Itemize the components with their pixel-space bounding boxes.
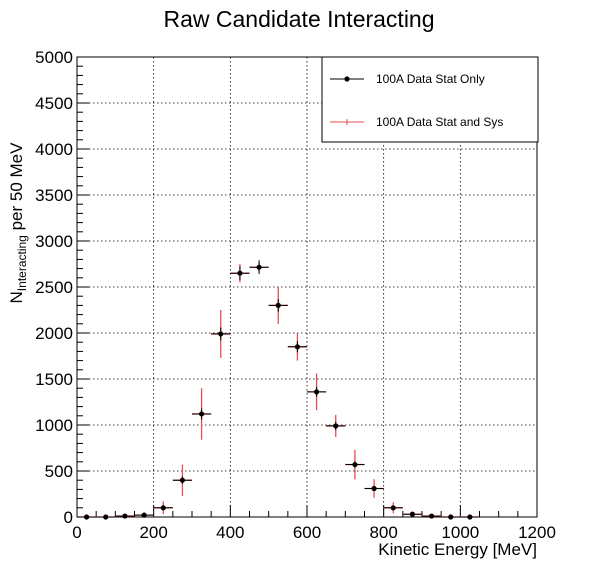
y-axis-label-rest: per 50 MeV xyxy=(7,142,26,235)
data-point xyxy=(390,505,396,511)
y-tick-label: 3500 xyxy=(35,186,73,205)
y-tick-label: 1500 xyxy=(35,370,73,389)
x-axis-label: Kinetic Energy [MeV] xyxy=(378,540,537,559)
axis-ticks xyxy=(76,56,538,518)
x-tick-label: 1200 xyxy=(518,523,556,542)
x-tick-label: 600 xyxy=(293,523,321,542)
y-tick-label: 2500 xyxy=(35,278,73,297)
x-tick-label: 1000 xyxy=(441,523,479,542)
y-tick-label: 0 xyxy=(64,508,73,527)
y-axis-label-main: N xyxy=(7,291,26,303)
data-point xyxy=(333,423,339,429)
data-point xyxy=(141,512,147,518)
data-point xyxy=(313,389,320,395)
data-point xyxy=(448,514,454,520)
data-point xyxy=(122,513,128,519)
data-point xyxy=(352,461,358,468)
data-point xyxy=(467,514,473,520)
x-tick-label: 400 xyxy=(216,523,244,542)
y-tick-label: 3000 xyxy=(35,232,73,251)
x-tick-label: 800 xyxy=(369,523,397,542)
data-point xyxy=(409,511,416,517)
data-point xyxy=(428,513,435,519)
data-point xyxy=(294,344,301,350)
chart-title: Raw Candidate Interacting xyxy=(163,6,434,32)
legend-entry-stat-only: 100A Data Stat Only xyxy=(376,72,485,86)
data-point xyxy=(275,302,281,308)
y-axis-label-subscript: Interacting xyxy=(15,235,29,291)
data-point xyxy=(160,505,166,511)
tick-labels: 0 200 400 600 800 1000 1200 0 500 1000 1500 2000 250… xyxy=(35,48,556,542)
data-point xyxy=(256,264,262,270)
y-tick-label: 5000 xyxy=(35,48,73,67)
data-point xyxy=(198,411,205,417)
data-point xyxy=(179,477,186,483)
y-tick-label: 4000 xyxy=(35,140,73,159)
legend: 100A Data Stat Only 100A Data Stat and S… xyxy=(321,56,539,143)
data-point xyxy=(237,270,243,276)
y-tick-label: 4500 xyxy=(35,94,73,113)
data-point xyxy=(371,485,377,492)
legend-box xyxy=(321,56,539,143)
y-tick-label: 2000 xyxy=(35,324,73,343)
x-tick-label: 200 xyxy=(139,523,167,542)
y-tick-label: 500 xyxy=(45,462,73,481)
legend-marker-stat-only xyxy=(344,76,350,82)
legend-entry-stat-and-sys: 100A Data Stat and Sys xyxy=(376,115,503,129)
data-point xyxy=(83,514,90,520)
x-tick-label: 0 xyxy=(72,523,81,542)
y-tick-label: 1000 xyxy=(35,416,73,435)
data-point xyxy=(103,514,109,520)
data-point xyxy=(218,331,224,337)
series-stat-only xyxy=(77,260,480,520)
y-axis-label: NInteracting per 50 MeV xyxy=(7,142,29,304)
